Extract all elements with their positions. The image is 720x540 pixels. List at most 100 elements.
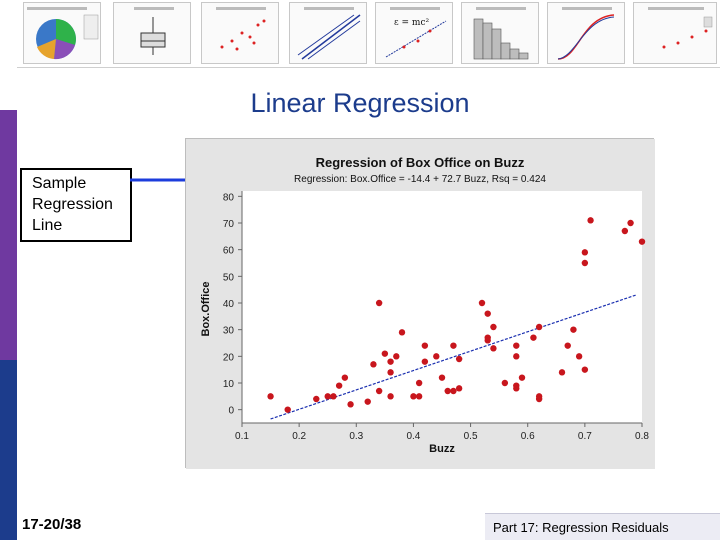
- data-point: [341, 374, 349, 381]
- data-point: [330, 393, 337, 400]
- data-point: [370, 361, 377, 368]
- data-point: [375, 387, 383, 395]
- callout-line-2: Regression: [32, 196, 113, 213]
- data-point: [638, 238, 646, 245]
- data-point: [558, 369, 566, 376]
- thumb-histogram-icon: [461, 2, 539, 64]
- x-tick-label: 0.8: [635, 431, 649, 442]
- data-point: [387, 369, 394, 376]
- data-point: [450, 342, 457, 349]
- svg-text:ε = mc²: ε = mc²: [394, 18, 430, 28]
- data-point: [518, 374, 526, 381]
- sidebar-top-block: [0, 0, 17, 110]
- thumbnail-strip: ε = mc²: [17, 0, 720, 68]
- data-point: [364, 398, 371, 405]
- y-tick-label: 10: [223, 379, 235, 390]
- x-tick-label: 0.5: [464, 431, 478, 442]
- data-point: [535, 323, 543, 331]
- data-point: [267, 393, 274, 400]
- chart-title: Regression of Box Office on Buzz: [316, 155, 525, 170]
- regression-chart: Regression of Box Office on Buzz Regress…: [186, 139, 655, 469]
- data-point: [478, 299, 486, 307]
- slide-title: Linear Regression: [250, 88, 470, 118]
- y-tick-label: 50: [223, 272, 235, 283]
- chart-subtitle: Regression: Box.Office = -14.4 + 72.7 Bu…: [294, 174, 546, 185]
- footer-label: Part 17: Regression Residuals: [485, 513, 720, 540]
- thumb-boxplot-icon: [113, 2, 191, 64]
- data-point: [433, 353, 440, 360]
- data-point: [581, 249, 589, 256]
- data-point: [410, 393, 417, 400]
- data-point: [284, 406, 291, 413]
- data-point: [564, 342, 571, 349]
- x-tick-label: 0.6: [521, 431, 535, 442]
- plot-area: [242, 191, 642, 423]
- x-tick-label: 0.3: [349, 431, 363, 442]
- data-point: [421, 358, 429, 365]
- y-tick-label: 60: [223, 246, 235, 257]
- data-point: [484, 337, 491, 344]
- data-point: [513, 342, 520, 349]
- y-tick-label: 80: [223, 192, 235, 203]
- thumb-regression-plot-icon: ε = mc²: [375, 2, 453, 64]
- data-point: [398, 329, 406, 336]
- data-point: [484, 310, 491, 317]
- data-point: [581, 366, 589, 373]
- data-point: [347, 401, 354, 408]
- data-point: [324, 393, 331, 400]
- y-tick-label: 20: [223, 352, 235, 363]
- chart-frame: Regression of Box Office on Buzz Regress…: [185, 138, 655, 469]
- data-point: [375, 299, 383, 307]
- y-tick-label: 70: [223, 219, 235, 230]
- y-axis-label: Box.Office: [200, 281, 212, 336]
- thumb-probability-plot-icon: [289, 2, 367, 64]
- data-point: [313, 395, 320, 403]
- data-point: [627, 219, 634, 227]
- data-point: [581, 259, 589, 267]
- x-tick-label: 0.7: [578, 431, 592, 442]
- sidebar-blue-block: [0, 360, 17, 540]
- x-tick-label: 0.4: [406, 431, 420, 442]
- data-point: [570, 326, 577, 333]
- thumb-cdf-plot-icon: [547, 2, 625, 64]
- data-point: [535, 395, 543, 403]
- data-point: [575, 353, 583, 360]
- data-point: [387, 358, 394, 365]
- data-point: [387, 393, 394, 400]
- data-point: [530, 334, 537, 341]
- data-point: [444, 387, 451, 395]
- thumb-scatter-bar-icon: [633, 2, 717, 64]
- x-tick-label: 0.2: [292, 431, 306, 442]
- data-point: [501, 379, 509, 387]
- data-point: [490, 345, 497, 352]
- data-point: [415, 379, 423, 387]
- y-tick-label: 0: [228, 406, 234, 417]
- y-tick-label: 40: [223, 299, 235, 310]
- data-point: [381, 350, 389, 357]
- slide-number: 17-20/38: [22, 516, 82, 533]
- x-tick-label: 0.1: [235, 431, 249, 442]
- data-point: [513, 385, 520, 392]
- data-point: [455, 355, 463, 363]
- callout-line-1: Sample: [32, 175, 87, 192]
- data-point: [455, 385, 463, 392]
- data-point: [421, 342, 429, 349]
- data-points: [267, 217, 646, 413]
- thumb-scatterplot-icon: [201, 2, 279, 64]
- callout-line-3: Line: [32, 217, 63, 234]
- callout-box: Sample Regression Line: [20, 168, 132, 242]
- data-point: [513, 353, 520, 360]
- data-point: [393, 353, 400, 360]
- x-axis-label: Buzz: [429, 443, 455, 455]
- sidebar-purple-block: [0, 110, 17, 360]
- data-point: [415, 393, 423, 400]
- data-point: [490, 323, 497, 331]
- thumb-pie-chart-icon: [23, 2, 101, 64]
- data-point: [438, 374, 446, 381]
- data-point: [450, 387, 457, 395]
- y-axis: 0 10 20 30 40 50 60 70 80: [223, 191, 243, 423]
- data-point: [587, 217, 594, 224]
- x-axis: 0.1 0.2 0.3 0.4 0.5 0.6 0.7 0.8: [235, 422, 649, 442]
- y-tick-label: 30: [223, 326, 235, 337]
- data-point: [335, 382, 343, 389]
